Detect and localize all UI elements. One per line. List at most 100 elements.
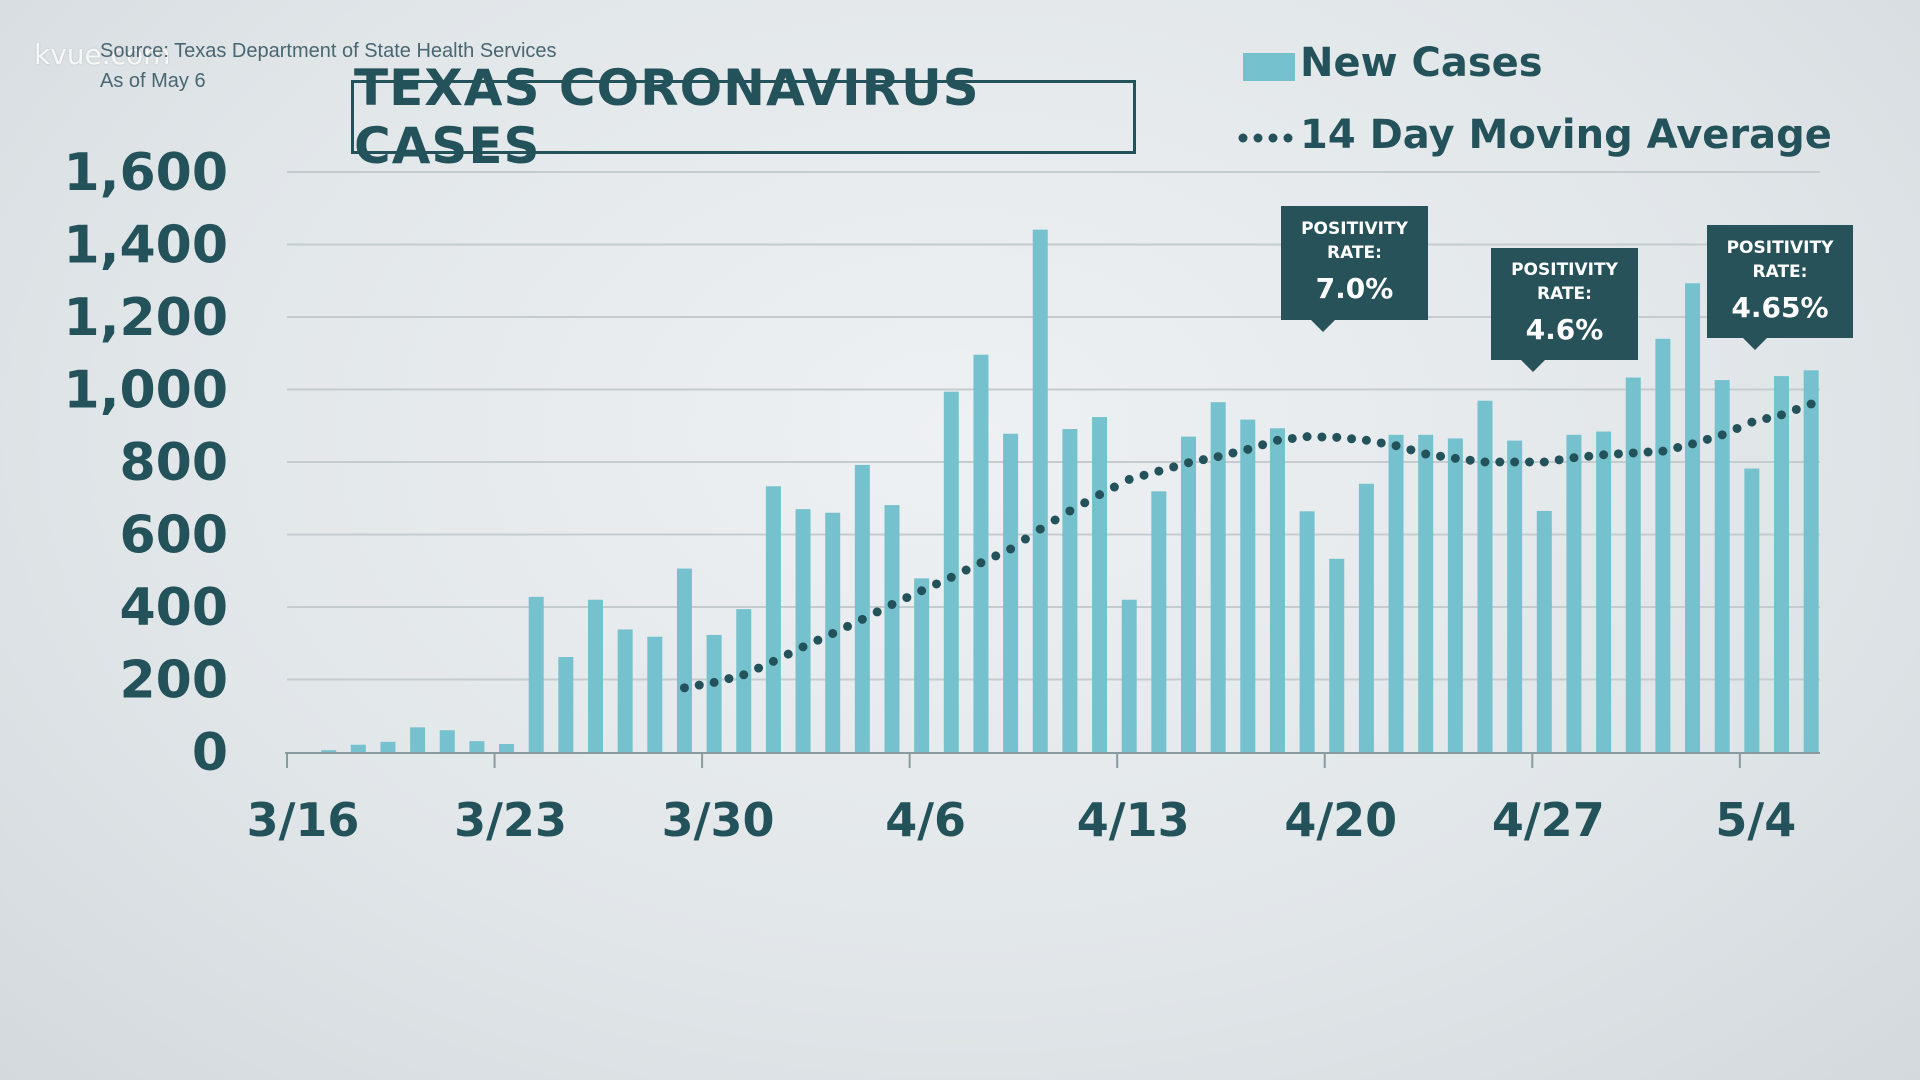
x-tick-label: 5/4 xyxy=(1715,793,1796,847)
bar xyxy=(380,741,396,752)
chart-title: TEXAS CORONAVIRUS CASES xyxy=(354,59,980,175)
bar xyxy=(1655,338,1671,752)
legend-swatch-moving-average xyxy=(1238,133,1293,143)
moving-average-point xyxy=(931,579,941,589)
moving-average-point xyxy=(1169,462,1179,472)
source-note: Source: Texas Department of State Health… xyxy=(100,40,557,62)
moving-average-point xyxy=(1272,435,1282,445)
x-axis xyxy=(285,752,1820,768)
moving-average-point xyxy=(887,599,897,609)
bar xyxy=(1299,511,1315,752)
bar xyxy=(1685,283,1701,752)
y-tick-label: 800 xyxy=(119,433,228,493)
bar xyxy=(765,486,781,752)
x-tick-label: 4/13 xyxy=(1077,793,1190,847)
positivity-callout-2: POSITIVITY RATE: 4.6% xyxy=(1491,248,1638,372)
moving-average-point xyxy=(1465,455,1475,465)
bar xyxy=(736,609,752,752)
moving-average-point xyxy=(1658,446,1668,456)
legend-label-moving-average: 14 Day Moving Average xyxy=(1300,112,1832,158)
moving-average-point xyxy=(1095,490,1105,500)
bar xyxy=(1003,433,1019,752)
bar xyxy=(1803,370,1819,752)
moving-average-point xyxy=(1035,524,1045,534)
moving-average-point xyxy=(946,572,956,582)
callout-label: RATE: xyxy=(1327,243,1382,263)
moving-average-point xyxy=(1080,498,1090,508)
moving-average-point xyxy=(1628,448,1638,458)
moving-average-point xyxy=(1732,423,1742,433)
moving-average-point xyxy=(1109,482,1119,492)
bar xyxy=(676,568,692,752)
bar xyxy=(1418,434,1434,752)
moving-average-point xyxy=(1791,404,1801,414)
moving-average-point xyxy=(1524,457,1534,467)
y-tick-label: 600 xyxy=(119,506,228,566)
bar xyxy=(973,354,989,752)
moving-average-point xyxy=(783,649,793,659)
bar xyxy=(647,636,663,752)
bar xyxy=(854,464,870,752)
legend-label-new-cases: New Cases xyxy=(1300,40,1543,86)
bar xyxy=(558,657,574,752)
bar xyxy=(1447,438,1463,752)
moving-average-point xyxy=(798,642,808,652)
moving-average-point xyxy=(1154,466,1164,476)
moving-average-point xyxy=(1554,455,1564,465)
bar xyxy=(1596,431,1612,752)
moving-average-point xyxy=(1613,449,1623,459)
callout-value: 4.6% xyxy=(1525,313,1604,346)
moving-average-point xyxy=(1717,430,1727,440)
bar xyxy=(1774,376,1789,752)
y-tick-label: 1,000 xyxy=(64,361,228,421)
moving-average-point xyxy=(1436,451,1446,461)
bar xyxy=(1714,380,1730,752)
bar xyxy=(1092,417,1108,752)
x-tick-label: 4/6 xyxy=(885,793,966,847)
x-tick-label: 4/27 xyxy=(1492,793,1605,847)
moving-average-point xyxy=(709,677,719,687)
moving-average-point xyxy=(843,621,853,631)
moving-average-point xyxy=(679,683,689,693)
moving-average-point xyxy=(1213,452,1223,462)
moving-average-point xyxy=(1480,457,1490,467)
moving-average-point xyxy=(1287,433,1297,443)
moving-average-point xyxy=(1806,399,1816,409)
callout-label: POSITIVITY xyxy=(1511,260,1618,280)
moving-average-point xyxy=(1450,453,1460,463)
moving-average-point xyxy=(1020,534,1030,544)
bar xyxy=(1269,428,1285,752)
y-tick-label: 1,400 xyxy=(64,216,228,276)
moving-average-point xyxy=(813,635,823,645)
moving-average-point xyxy=(1258,440,1268,450)
bar xyxy=(1625,377,1641,752)
moving-average-point xyxy=(961,565,971,575)
moving-average-point xyxy=(1702,434,1712,444)
bar xyxy=(1477,400,1493,752)
bar xyxy=(1062,429,1078,752)
bar-series xyxy=(321,229,1819,752)
moving-average-point xyxy=(1406,445,1416,455)
moving-average-point xyxy=(739,670,749,680)
moving-average-point xyxy=(1050,515,1060,525)
moving-average-point xyxy=(1569,453,1579,463)
x-axis-tick-labels: 3/16 3/23 3/30 4/6 4/13 4/20 4/27 5/4 xyxy=(247,793,1797,847)
bar xyxy=(1240,419,1256,752)
moving-average-point xyxy=(1302,432,1312,442)
callout-label: POSITIVITY xyxy=(1726,237,1834,258)
moving-average-point xyxy=(1139,470,1149,480)
moving-average-point xyxy=(902,593,912,603)
moving-average-point xyxy=(1124,474,1134,484)
bar xyxy=(1566,434,1582,752)
bar xyxy=(588,599,603,752)
moving-average-point xyxy=(1584,451,1594,461)
chart-title-box: TEXAS CORONAVIRUS CASES xyxy=(351,59,1136,175)
moving-average-point xyxy=(1065,506,1075,516)
moving-average-point xyxy=(694,680,704,690)
positivity-callout-1: POSITIVITY RATE: 7.0% xyxy=(1281,206,1428,332)
as-of-date: As of May 6 xyxy=(100,70,206,92)
y-axis-tick-labels: 0 200 400 600 800 1,000 1,200 1,400 1,600 xyxy=(64,143,228,783)
moving-average-point xyxy=(991,551,1001,561)
moving-average-point xyxy=(976,558,986,568)
